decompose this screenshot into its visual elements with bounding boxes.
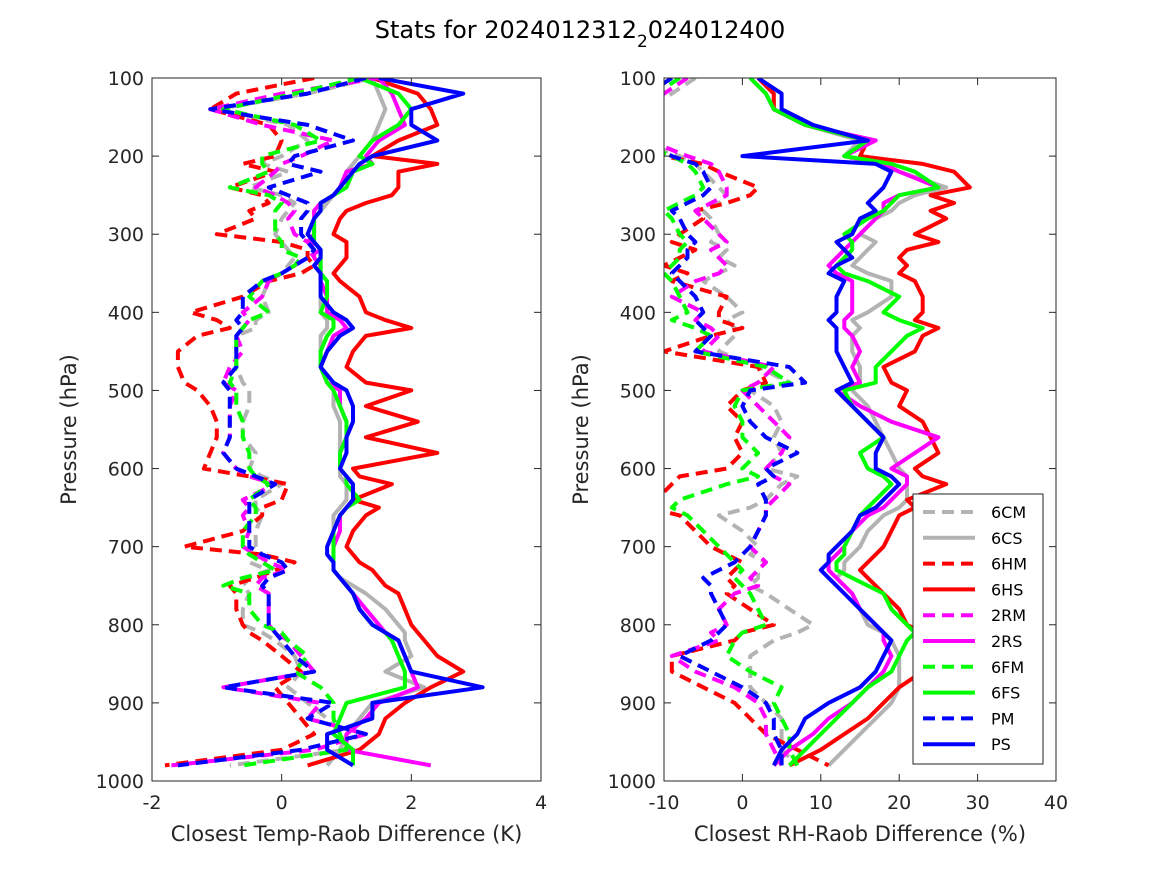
x-axis-label: Closest Temp-Raob Difference (K) — [171, 822, 523, 846]
y-axis-label: Pressure (hPa) — [57, 354, 81, 505]
series-line-6fm — [221, 78, 360, 768]
series-line-pm — [664, 78, 808, 766]
y-tick-label: 400 — [108, 302, 144, 324]
series-line-6cs — [756, 78, 949, 767]
x-tick-label: 0 — [276, 792, 288, 814]
series-group — [164, 78, 485, 768]
x-tick-label: 4 — [535, 792, 547, 814]
x-tick-label: 30 — [966, 792, 990, 814]
x-tick-label: -10 — [648, 792, 679, 814]
legend-box — [912, 493, 1044, 765]
x-tick-label: 10 — [809, 792, 833, 814]
y-tick-label: 100 — [620, 68, 656, 90]
axes-box — [663, 77, 1057, 782]
y-tick-label: 900 — [108, 693, 144, 715]
chart-title: Stats for 20240123122024012400 — [375, 16, 785, 52]
series-line-6cm — [214, 78, 373, 768]
legend-label-6cs: 6CS — [991, 529, 1023, 548]
legend-label-6cm: 6CM — [991, 503, 1026, 522]
series-line-6hs — [307, 78, 466, 768]
y-tick-label: 500 — [620, 380, 656, 402]
legend-label-ps: PS — [991, 735, 1011, 754]
y-tick-label: 1000 — [96, 771, 144, 793]
axes-box — [151, 77, 542, 782]
y-tick-label: 300 — [620, 224, 656, 246]
series-line-2rm — [664, 78, 792, 767]
y-tick-label: 100 — [108, 68, 144, 90]
series-line-6cm — [664, 78, 815, 767]
series-line-ps — [305, 78, 485, 768]
y-tick-label: 200 — [620, 146, 656, 168]
y-tick-label: 600 — [620, 459, 656, 481]
series-line-6hm — [164, 78, 317, 768]
series-line-6cs — [305, 78, 427, 767]
legend-label-6fm: 6FM — [991, 658, 1024, 677]
y-tick-label: 400 — [620, 302, 656, 324]
x-tick-label: -2 — [143, 792, 162, 814]
y-tick-label: 600 — [108, 459, 144, 481]
legend-label-2rm: 2RM — [991, 606, 1026, 625]
legend: 6CM 6CS 6HM 6HS 2RM 2RS 6FM 6FS PM PS — [912, 493, 1044, 765]
x-axis-label: Closest RH-Raob Difference (%) — [694, 822, 1026, 846]
y-tick-label: 800 — [108, 615, 144, 637]
y-tick-label: 1000 — [608, 771, 656, 793]
y-axis-label: Pressure (hPa) — [569, 354, 593, 505]
y-tick-label: 700 — [108, 537, 144, 559]
series-line-pm — [177, 78, 368, 768]
series-line-ps — [740, 78, 902, 767]
legend-label-pm: PM — [991, 709, 1014, 728]
y-tick-label: 500 — [108, 380, 144, 402]
x-tick-label: 0 — [736, 792, 748, 814]
x-tick-label: 2 — [405, 792, 417, 814]
x-tick-label: 20 — [887, 792, 911, 814]
x-tick-label: 40 — [1044, 792, 1068, 814]
y-tick-label: 800 — [620, 615, 656, 637]
legend-label-2rs: 2RS — [991, 632, 1022, 651]
legend-label-6hm: 6HM — [991, 555, 1027, 574]
y-tick-label: 200 — [108, 146, 144, 168]
y-tick-label: 300 — [108, 224, 144, 246]
legend-label-6hs: 6HS — [991, 580, 1023, 599]
series-line-6fm — [664, 78, 800, 767]
legend-label-6fs: 6FS — [991, 684, 1020, 703]
temp-difference-panel: -2 0 2 4 100 200 300 400 500 600 700 800 900 1000 Clos… — [57, 68, 547, 846]
y-tick-label: 900 — [620, 693, 656, 715]
y-tick-label: 700 — [620, 537, 656, 559]
series-group — [664, 78, 972, 768]
